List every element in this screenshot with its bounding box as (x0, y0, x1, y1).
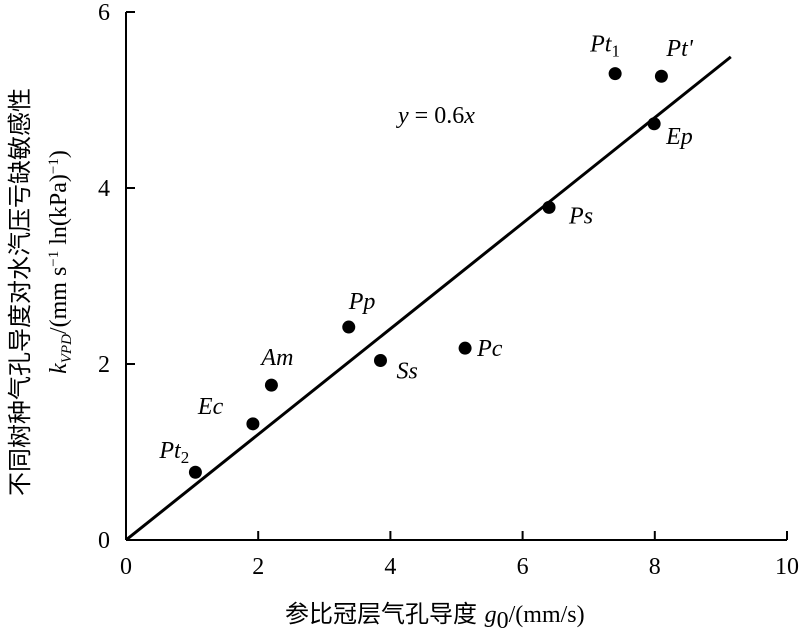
y-tick-label: 0 (98, 528, 110, 554)
point-label: Pp (348, 289, 376, 315)
x-tick-label: 4 (384, 554, 396, 580)
point-label: Am (259, 345, 293, 371)
y-tick-label: 6 (98, 0, 110, 26)
point-label: Ss (396, 358, 417, 384)
point-label: Ep (665, 124, 693, 150)
data-point (647, 117, 661, 131)
point-label: Pc (476, 336, 503, 362)
data-point (608, 67, 622, 81)
x-tick-label: 0 (120, 554, 132, 580)
fit-line (125, 55, 732, 542)
data-point (654, 69, 668, 83)
point-label: Pt1 (589, 32, 620, 61)
data-point (188, 465, 202, 479)
point-label: Ps (568, 203, 593, 229)
data-point (373, 353, 387, 367)
point-label: Ec (197, 394, 224, 420)
y-axis-title-line1: 不同树种气孔导度对水汽压亏缺敏感性 (6, 88, 34, 496)
y-tick-label: 4 (98, 176, 110, 202)
data-point (246, 417, 260, 431)
axis-ticks: 0 2 4 6 8 10 0 2 4 6 (98, 0, 799, 580)
point-label: Pt' (665, 36, 693, 62)
data-point (542, 200, 556, 214)
data-point (264, 378, 278, 392)
x-tick-label: 6 (517, 554, 529, 580)
y-tick-label: 2 (98, 352, 110, 378)
data-points: Pt2 Ec Am Pp Ss Pc Ps Ep Pt1 Pt' (158, 32, 694, 479)
x-tick-label: 2 (252, 554, 264, 580)
data-point (342, 320, 356, 334)
point-label: Pt2 (158, 438, 189, 467)
fit-line-group (125, 55, 732, 542)
x-tick-label: 8 (649, 554, 661, 580)
data-point (458, 341, 472, 355)
x-tick-label: 10 (775, 554, 799, 580)
fit-equation: y = 0.6x (396, 103, 475, 129)
y-axis-title-line2: kVPD/(mm s−1 ln(kPa)−1) (46, 150, 75, 374)
x-axis-title: 参比冠层气孔导度 g0/(mm/s) (285, 600, 585, 634)
